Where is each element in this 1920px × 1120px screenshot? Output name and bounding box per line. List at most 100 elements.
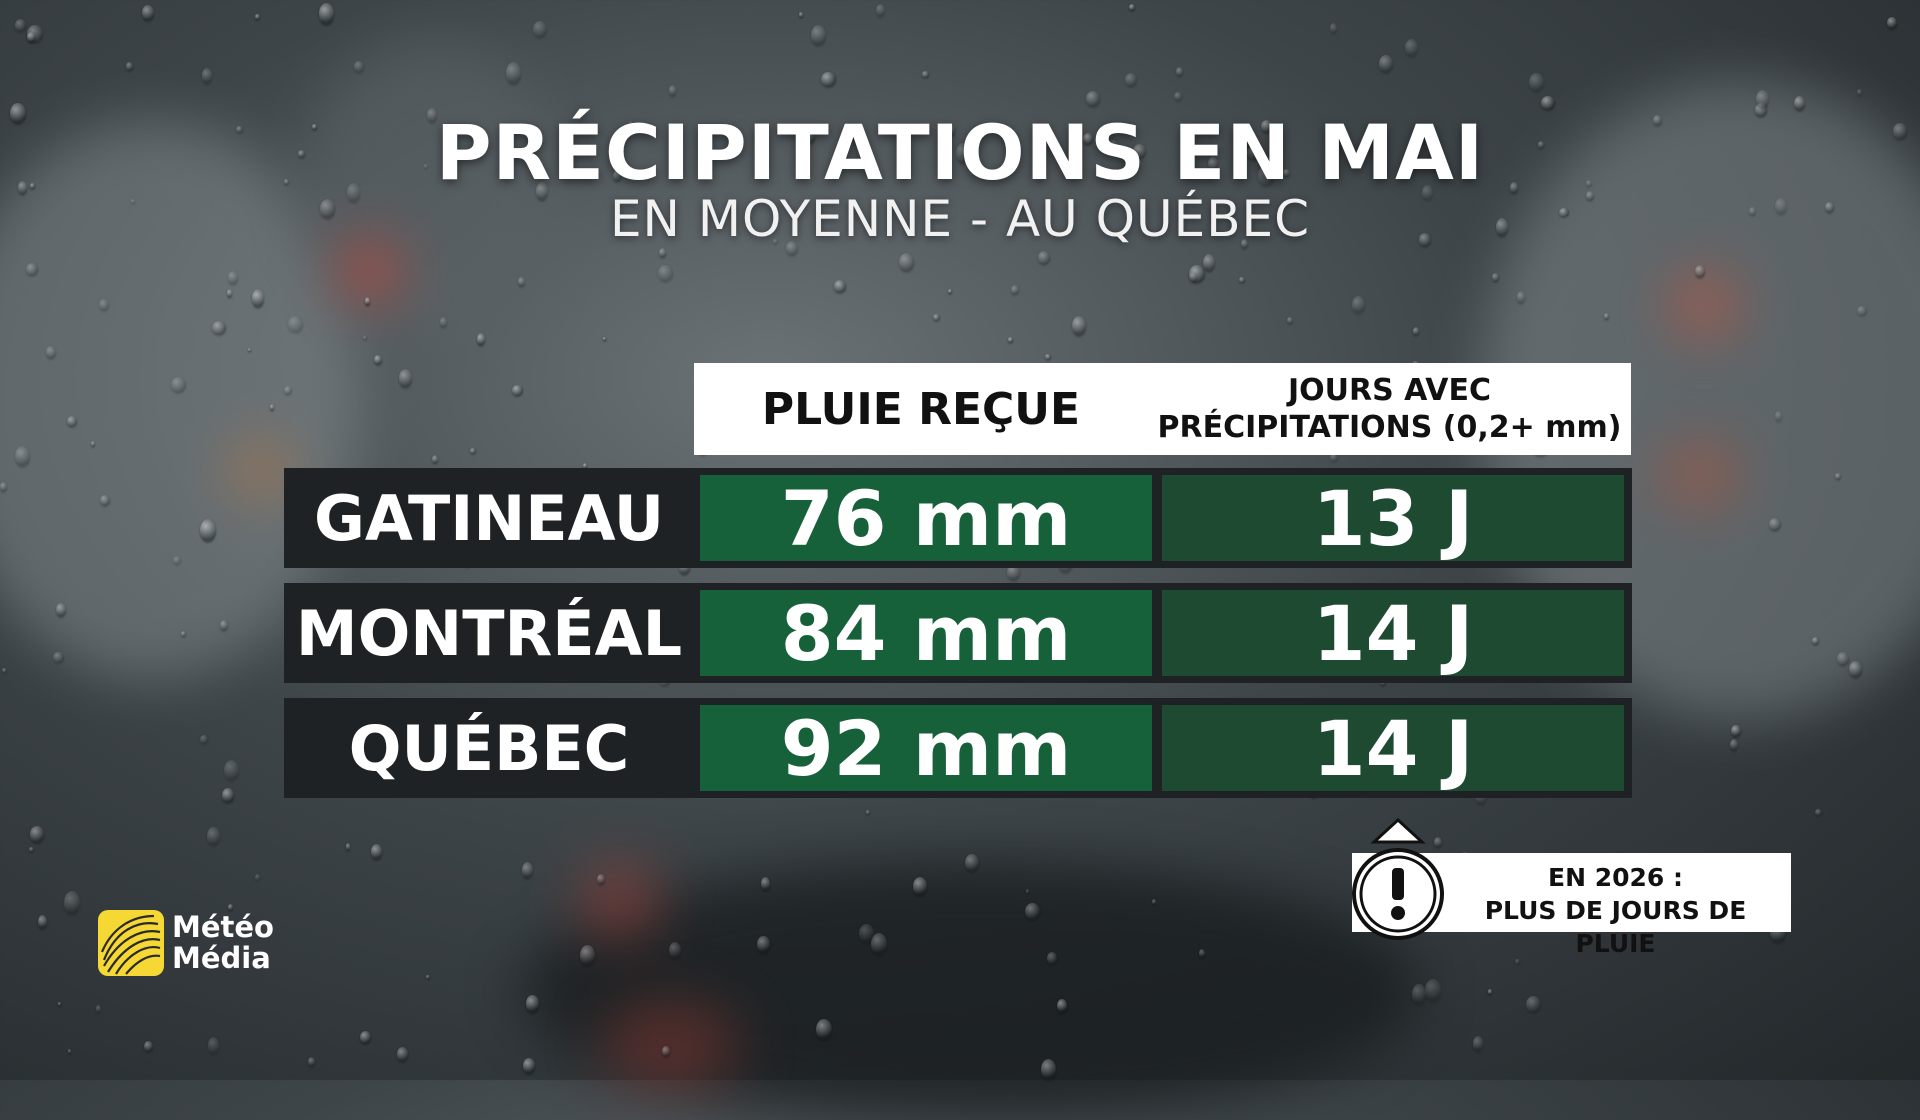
rain-drop [899,252,914,273]
rain-drop [37,914,47,929]
rain-drop [1886,16,1897,29]
city-label: GATINEAU [313,481,665,555]
rain-value: 92 mm [700,704,1152,793]
rain-drop [668,85,677,97]
rain-drop [922,71,929,78]
rain-drop [834,280,847,293]
rain-drop [821,71,836,88]
header-rain: PLUIE REÇUE [694,363,1148,455]
rain-drop [1189,265,1205,284]
rain-drop [223,760,239,782]
rain-drop [319,3,334,25]
rain-drop [307,1057,316,1068]
rain-drop [345,843,351,851]
rain-drop [370,843,383,861]
rain-drop [359,1030,371,1044]
rain-drop [1010,284,1019,296]
days-value: 14 J [1162,589,1624,678]
rain-drop [1731,725,1741,738]
meteomedia-logo: Météo Média [98,908,278,980]
rain-drop [1072,316,1086,337]
rain-drop [30,826,44,843]
rain-drop [476,333,485,346]
days-value: 14 J [1162,704,1624,793]
header-days-line1: JOURS AVEC [1287,373,1492,408]
rain-drop [374,354,382,365]
logo-line1: Météo [172,910,274,944]
rain-drop [1124,72,1137,88]
rain-drop [27,24,44,44]
rain-drop [866,810,871,815]
rain-drop [64,891,80,916]
page-subtitle: EN MOYENNE - AU QUÉBEC [609,190,1311,248]
rain-drop [1174,91,1182,101]
globe-logo-icon [98,910,164,976]
rain-drop [1472,1035,1484,1053]
rain-drop [658,247,666,258]
rain-drop [1239,277,1245,283]
rain-drop [511,384,524,397]
rain-drop [255,873,261,881]
rain-drop [1038,251,1051,265]
logo-line2: Média [172,941,271,975]
exclamation-icon [1352,818,1444,940]
table-row-quebec: QUÉBEC 92 mm 14 J [284,698,1632,798]
rain-drop [1085,90,1101,108]
rain-drop [1330,22,1338,35]
notice-line1: EN 2026 : [1548,863,1683,892]
rain-drop [470,447,476,455]
rain-drop [144,1040,153,1053]
rain-drop [431,455,438,465]
rain-drop [1857,88,1863,97]
rain-drop [1425,979,1442,1002]
rain-drop [603,336,607,342]
rain-drop [533,20,548,38]
rain-drop [933,314,941,322]
rain-drop [1128,3,1136,12]
rain-drop [1730,739,1739,752]
days-value: 13 J [1162,474,1624,563]
rain-drop [255,13,260,20]
city-label: MONTRÉAL [295,596,683,670]
rain-drop [799,12,804,18]
rain-drop [222,787,235,804]
rain-drop [200,735,208,744]
rain-drop [1044,353,1051,361]
table-row-montreal: MONTRÉAL 84 mm 14 J [284,583,1632,683]
header-days: JOURS AVEC PRÉCIPITATIONS (0,2+ mm) [1148,363,1631,455]
rain-drop [522,1057,535,1074]
rain-drop [126,62,134,71]
rain-drop [1529,73,1545,93]
rain-drop [521,861,534,880]
rain-drop [207,1037,220,1055]
table-row-gatineau: GATINEAU 76 mm 13 J [284,468,1632,568]
rain-drop [1007,336,1014,343]
rain-drop [1188,272,1198,284]
rain-drop [1814,809,1822,817]
rain-drop [207,827,220,846]
rain-drop [875,3,886,17]
rain-drop [95,1004,101,1014]
rain-drop [142,5,154,21]
rain-drop [1378,55,1394,74]
rain-drop [811,24,826,47]
rain-drop [1525,995,1542,1014]
rain-drop [1287,316,1293,325]
rain-drop [426,975,430,979]
header-days-line2: PRÉCIPITATIONS (0,2+ mm) [1157,410,1622,445]
rain-drop [67,1049,72,1054]
rain-drop [1404,38,1419,58]
rain-drop [362,335,368,341]
rain-drop [1413,326,1420,337]
rain-drop [1,667,7,674]
rain-drop [14,19,27,33]
rain-drop [57,1002,62,1007]
city-label: QUÉBEC [348,711,630,785]
rain-value: 84 mm [700,589,1152,678]
rain-drop [26,31,36,43]
rain-drop [398,369,412,388]
rain-value: 76 mm [700,474,1152,563]
rain-drop [201,67,213,84]
rain-drop [657,265,673,282]
page-title: PRÉCIPITATIONS EN MAI [435,108,1485,197]
